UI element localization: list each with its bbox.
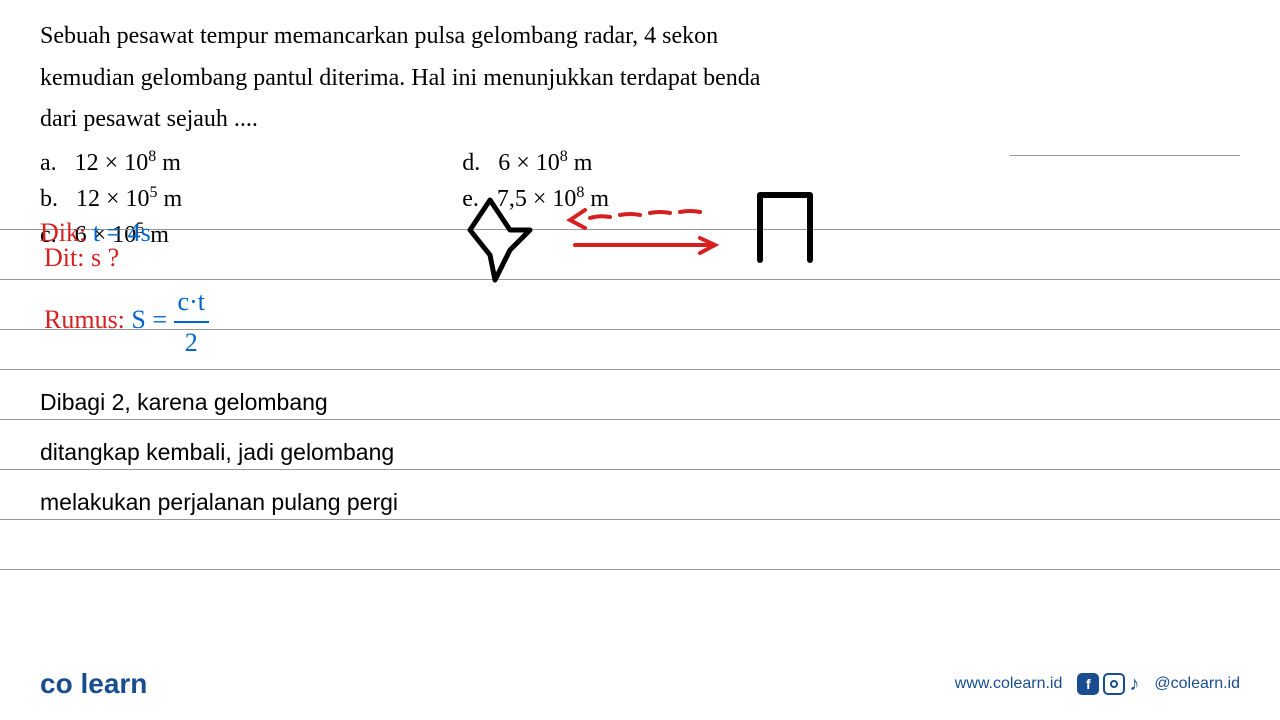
tiktok-icon: ♪	[1129, 673, 1139, 696]
question-line1: Sebuah pesawat tempur memancarkan pulsa …	[40, 20, 1240, 54]
option-d: d. 6 × 108 m	[462, 145, 609, 181]
footer-url: www.colearn.id	[955, 675, 1063, 693]
short-rule	[1010, 155, 1240, 156]
question-line2: kemudian gelombang pantul diterima. Hal …	[40, 62, 1240, 96]
facebook-icon: f	[1077, 673, 1099, 695]
option-a: a. 12 × 108 m	[40, 145, 182, 181]
logo: co learn	[40, 668, 147, 700]
explanation-1: Dibagi 2, karena gelombang	[40, 389, 328, 416]
instagram-icon	[1103, 673, 1125, 695]
footer: co learn www.colearn.id f ♪ @colearn.id	[40, 668, 1240, 700]
footer-handle: @colearn.id	[1154, 675, 1240, 693]
explanation-3: melakukan perjalanan pulang pergi	[40, 489, 398, 516]
drawings	[460, 190, 860, 310]
question-line3: dari pesawat sejauh ....	[40, 103, 1240, 137]
explanation-2: ditangkap kembali, jadi gelombang	[40, 439, 394, 466]
social-icons: f ♪	[1077, 673, 1139, 696]
